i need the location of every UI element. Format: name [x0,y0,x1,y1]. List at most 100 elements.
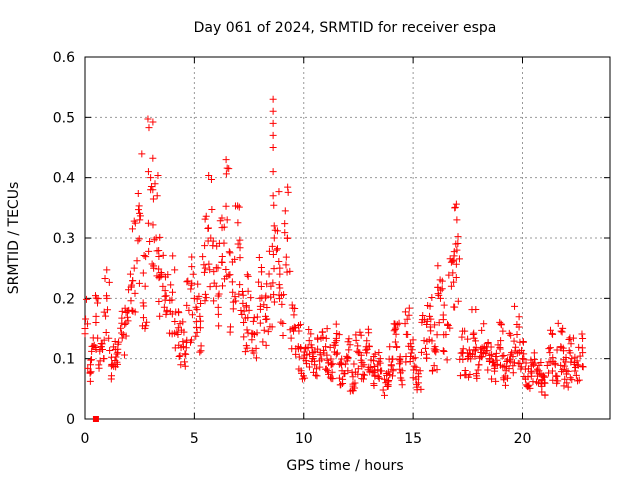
data-point [248,347,256,355]
data-point [215,322,223,330]
data-point [405,304,413,312]
data-point [376,359,384,367]
data-point [129,307,137,315]
data-point [578,363,586,371]
data-point [201,297,209,305]
data-point [272,246,280,254]
data-point [573,357,581,365]
data-point [568,355,576,363]
data-point [236,236,244,244]
data-point [290,323,298,331]
data-point [265,247,273,255]
data-point [94,334,102,342]
data-point [114,340,122,348]
data-point [269,250,277,258]
data-point [435,291,443,299]
data-point [385,377,393,385]
data-point [492,349,500,357]
data-point [434,262,442,270]
data-point [274,245,282,253]
data-point [386,343,394,351]
data-point [478,349,486,357]
data-point [290,311,298,319]
data-point [408,346,416,354]
data-point [566,374,574,382]
data-point [100,308,108,316]
data-point [500,352,508,360]
data-point [393,321,401,329]
data-point [449,269,457,277]
data-point [568,376,576,384]
data-point [524,383,532,391]
data-point [548,330,556,338]
data-point [122,308,130,316]
data-point [192,332,200,340]
data-point [270,201,278,209]
data-point [553,379,561,387]
data-point [188,311,196,319]
data-point [289,304,297,312]
data-point [195,292,203,300]
data-point [134,206,142,214]
data-point [410,362,418,370]
data-point [150,236,158,244]
data-point [218,252,226,260]
data-point [546,326,554,334]
data-point [492,377,500,385]
data-point [418,318,426,326]
data-point [206,266,214,274]
data-point [320,349,328,357]
data-point [185,306,193,314]
data-point [500,376,508,384]
data-point [519,355,526,363]
data-point [378,367,386,375]
data-point [467,355,475,363]
data-point [509,353,517,361]
data-point [278,300,286,308]
data-point [188,279,196,287]
data-point [357,331,365,339]
data-point [112,353,120,361]
data-point [252,354,260,362]
data-point [316,351,324,359]
data-point [380,391,388,399]
data-point [131,289,139,297]
data-point [390,327,398,335]
data-point [183,301,191,309]
data-point [236,244,244,252]
data-point [316,363,324,371]
data-point [505,329,513,337]
data-point [121,321,129,329]
data-point [284,188,292,196]
data-point [437,286,445,294]
data-point [370,362,378,370]
data-point [530,349,538,357]
data-point [312,365,320,373]
data-point [356,328,364,336]
data-point [305,337,313,345]
data-point [271,226,279,234]
data-point [130,264,138,272]
data-point [142,253,150,261]
data-point [141,324,149,332]
data-point [197,300,205,308]
data-point [234,219,242,227]
data-point [323,325,331,333]
data-point [387,362,395,370]
data-point [187,285,195,293]
data-point [94,299,102,307]
data-point [374,372,382,380]
data-point [252,344,260,352]
data-point [176,352,184,360]
data-point [159,251,167,259]
data-point [231,293,239,301]
data-point [234,202,242,210]
data-point [276,270,284,278]
data-point [343,352,351,360]
data-point [223,164,231,172]
data-point [135,235,143,243]
data-point [509,362,517,370]
data-point [182,338,190,346]
data-point [409,336,417,344]
data-point [128,225,136,233]
